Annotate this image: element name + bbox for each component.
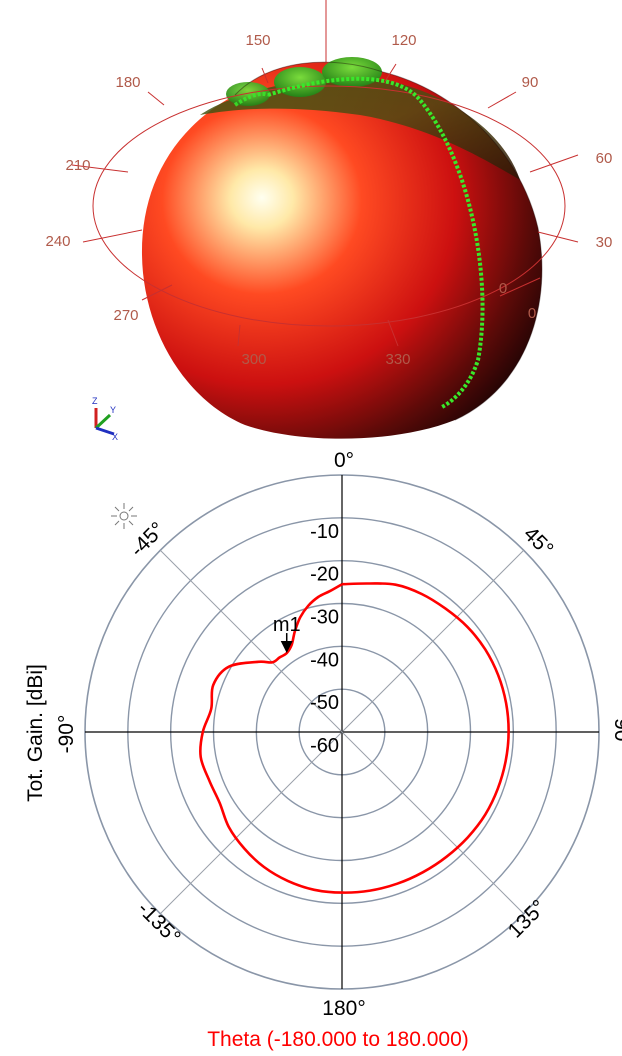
polar-labels-layer: -10 -20 -30 -40 -50 -60 0° 45° 90° 135° 180° -135° -… [55,449,622,1020]
azimuth-grid [71,63,579,347]
radial-tick-label: -60 [310,735,339,757]
marker-m1-label: m1 [273,614,301,636]
azimuth-label: 60 [596,150,613,167]
pattern-3d: 150 120 180 90 210 60 240 30 270 0 300 3… [45,0,612,442]
azimuth-label: 180 [115,74,140,91]
axis-x-label: X [112,432,118,442]
azimuth-label: 240 [45,233,70,250]
angle-label: 90° [610,718,622,750]
gain-curve [199,582,510,894]
angle-label: -135° [133,897,185,949]
radial-tick-label: -50 [310,692,339,714]
angle-label: 45° [519,522,558,561]
lobe-body [141,57,543,439]
azimuth-label: 210 [65,157,90,174]
angle-label: -90° [55,715,78,754]
azimuth-label: 120 [391,32,416,49]
azimuth-label: 30 [596,234,613,251]
polar-spoke [159,549,525,915]
elevation-cut [233,76,485,409]
angle-label: 180° [322,997,365,1020]
radial-tick-label: -20 [310,564,339,586]
azimuth-label: 150 [245,32,270,49]
x-axis-label: Theta (-180.000 to 180.000) [207,1028,469,1051]
angle-label: 135° [504,896,551,943]
marker-m1-arrow [280,641,293,654]
axis-z-label: Z [92,396,98,406]
radial-tick-label: -10 [310,521,339,543]
radial-tick-label: -40 [310,649,339,671]
xyz-axes-icon: Z Y X [92,396,118,442]
sun-icon [111,503,137,529]
azimuth-label: 330 [385,351,410,368]
axis-y-label: Y [110,405,116,415]
polar-grid [84,474,600,990]
azimuth-label: 90 [522,74,539,91]
polar-marker-layer: m1 [273,614,301,654]
azimuth-label: 0 [499,280,507,297]
y-axis-label: Tot. Gain. [dBi] [24,664,47,802]
azimuth-label: 300 [241,351,266,368]
polar-curve-layer [199,582,510,894]
radial-tick-label: -30 [310,607,339,629]
azimuth-labels: 150 120 180 90 210 60 240 30 270 0 300 3… [45,32,612,368]
azimuth-label: 0 [528,305,536,322]
azimuth-label: 270 [113,307,138,324]
angle-label: 0° [334,449,354,472]
